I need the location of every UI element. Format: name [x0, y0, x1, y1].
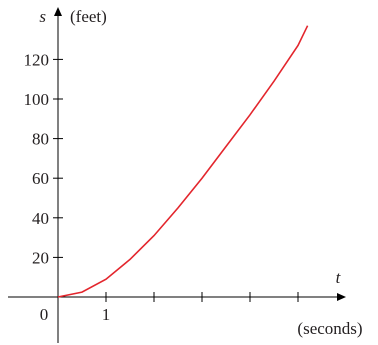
x-ticks: 1: [102, 292, 299, 324]
y-ticks: 20 40 60 80 100 120: [24, 50, 63, 267]
y-tick-label: 120: [24, 50, 50, 69]
x-axis-symbol: t: [336, 268, 342, 287]
y-tick-label: 60: [32, 169, 49, 188]
y-tick-label: 80: [32, 130, 49, 149]
y-tick-label: 40: [32, 209, 49, 228]
y-axis-unit-label: (feet): [70, 7, 107, 26]
x-axis-unit-label: (seconds): [297, 319, 362, 338]
x-tick-label: 1: [102, 305, 111, 324]
y-tick-label: 20: [32, 248, 49, 267]
y-axis-symbol: s: [39, 7, 46, 26]
y-tick-label: 100: [24, 90, 50, 109]
origin-label: 0: [40, 305, 49, 324]
position-curve: [57, 25, 309, 298]
